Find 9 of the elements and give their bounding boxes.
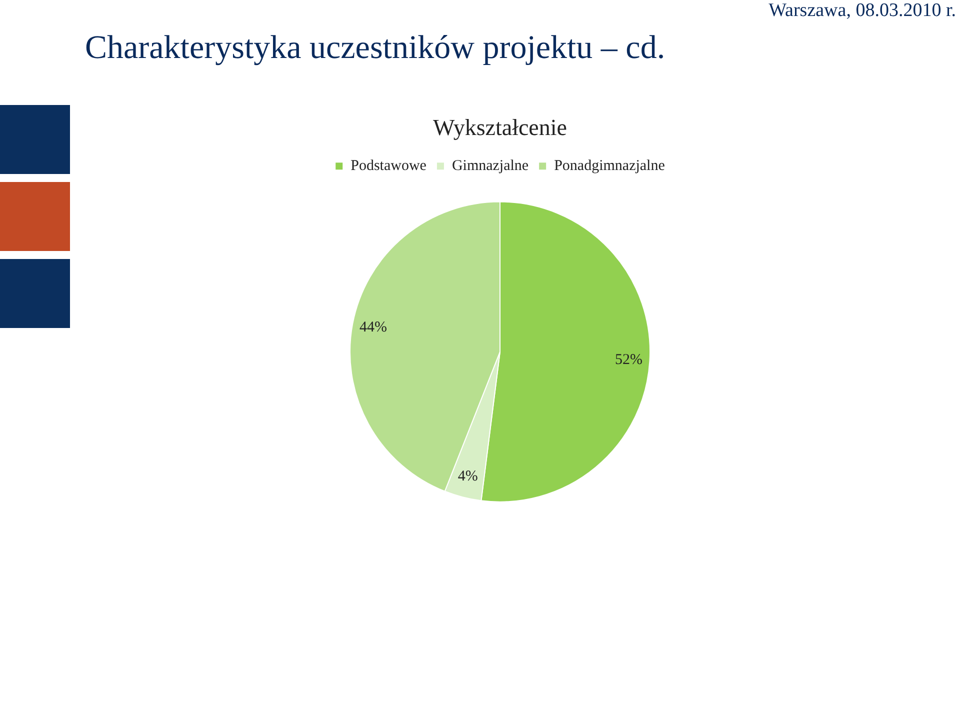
text: Warszawa, 08.03.2010 r. <box>768 0 956 22</box>
text: Charakterystyka uczestników projektu – cd. <box>85 30 666 67</box>
legend-label: Ponadgimnazjalne <box>554 158 666 174</box>
data-label: 4% <box>458 468 478 485</box>
data-label: 44% <box>360 320 388 336</box>
data-label: 52% <box>614 352 642 368</box>
legend-label: Podstawowe <box>350 158 427 174</box>
chart-title: Wykształcenie <box>433 114 567 140</box>
legend-label: Gimnazjalne <box>452 158 529 174</box>
